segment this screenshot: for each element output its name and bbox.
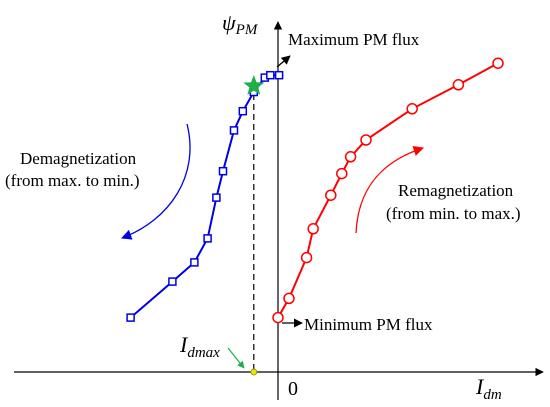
demag-point-0 bbox=[126, 313, 135, 322]
min-flux-label: Minimum PM flux bbox=[304, 315, 433, 334]
idmax-pointer bbox=[227, 347, 245, 369]
remag-markers bbox=[272, 57, 504, 324]
demag-label-line1: Demagnetization bbox=[20, 149, 137, 168]
max-flux-label: Maximum PM flux bbox=[288, 30, 420, 49]
y-axis-label: ψPM bbox=[222, 10, 259, 38]
demag-markers bbox=[126, 70, 284, 322]
demag-curve bbox=[129, 74, 280, 319]
max-flux-arrow bbox=[276, 55, 291, 68]
demag-point-4 bbox=[212, 193, 221, 202]
idmax-point bbox=[250, 368, 258, 376]
demag-point-1 bbox=[168, 277, 177, 286]
remag-point-1 bbox=[283, 292, 295, 305]
demag-point-5 bbox=[218, 166, 228, 176]
idmax-label: Idmax bbox=[179, 332, 220, 361]
remag-point-6 bbox=[344, 151, 357, 163]
remag-point-4 bbox=[325, 189, 337, 201]
demag-point-6 bbox=[229, 126, 239, 135]
demag-point-10 bbox=[266, 70, 275, 80]
x-axis-label: Idm bbox=[475, 374, 502, 403]
remag-point-5 bbox=[336, 167, 348, 180]
remag-direction-arrow bbox=[355, 145, 424, 234]
remag-point-10 bbox=[492, 57, 504, 69]
remag-point-9 bbox=[452, 79, 465, 91]
remag-point-8 bbox=[406, 103, 418, 115]
demag-point-2 bbox=[190, 258, 199, 267]
demag-point-7 bbox=[238, 106, 248, 116]
remag-label-line2: (from min. to max.) bbox=[386, 204, 521, 223]
demag-label-line2: (from max. to min.) bbox=[5, 171, 140, 190]
star-icon bbox=[243, 75, 265, 95]
remag-point-0 bbox=[272, 311, 284, 324]
demag-direction-arrow bbox=[121, 123, 191, 240]
remag-label-line1: Remagnetization bbox=[398, 181, 514, 200]
demag-point-3 bbox=[203, 234, 212, 243]
remag-point-2 bbox=[300, 251, 313, 264]
remag-point-3 bbox=[307, 223, 319, 235]
origin-label: 0 bbox=[288, 378, 298, 400]
demag-point-11 bbox=[274, 70, 284, 80]
remag-point-7 bbox=[360, 134, 372, 146]
